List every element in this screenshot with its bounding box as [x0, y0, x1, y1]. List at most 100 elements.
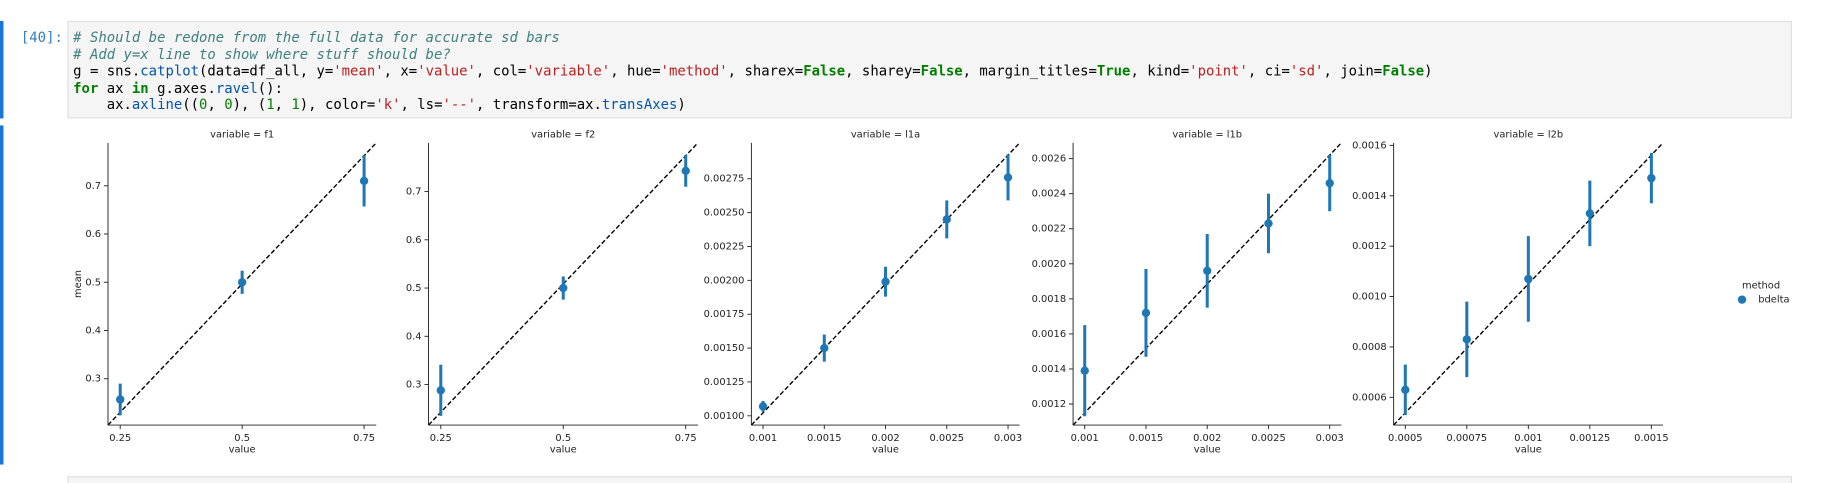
x-tick-label: 0.0005 — [1388, 433, 1422, 444]
point — [1003, 173, 1013, 182]
point — [881, 277, 890, 286]
y-tick-label: 0.7 — [406, 187, 422, 198]
y-tick-label: 0.00175 — [704, 309, 745, 320]
chart-title: variable = l2b — [1494, 130, 1564, 141]
x-tick-label: 0.0015 — [807, 433, 842, 444]
x-tick-label: 0.0015 — [1634, 433, 1669, 444]
reference-line — [1072, 142, 1342, 426]
legend-label: bdelta — [1758, 295, 1789, 306]
reference-line — [107, 142, 377, 426]
code-token: 'point' — [1189, 62, 1248, 80]
point — [1462, 335, 1472, 344]
x-tick-label: 0.0025 — [1251, 433, 1286, 444]
y-tick-label: 0.0018 — [1032, 294, 1067, 305]
y-tick-label: 0.0006 — [1352, 392, 1386, 403]
y-tick-label: 0.00200 — [704, 275, 745, 286]
point — [237, 278, 247, 287]
code-token: 'method' — [660, 62, 728, 80]
code-token: '--' — [442, 96, 477, 114]
x-axis-label: value — [872, 444, 899, 455]
code-token: 'mean' — [333, 62, 384, 80]
point — [1141, 308, 1151, 318]
chart-title: variable = l1a — [851, 130, 920, 141]
x-tick-label: 0.00075 — [1446, 433, 1487, 444]
point — [359, 176, 369, 186]
code-token: # Add y=x line to show where stuff shoul… — [73, 45, 451, 63]
x-tick-label: 0.75 — [675, 433, 697, 444]
x-axis-label: value — [1194, 444, 1221, 455]
code-line: # Add y=x line to show where stuff shoul… — [73, 46, 1791, 63]
y-tick-label: 0.5 — [406, 283, 422, 294]
point — [1203, 266, 1212, 275]
point — [1080, 366, 1089, 375]
y-tick-label: 0.00250 — [704, 208, 745, 219]
y-tick-label: 0.0020 — [1032, 259, 1067, 270]
code-line: g = sns.catplot(data=df_all, y='mean', x… — [73, 62, 1433, 80]
point — [681, 166, 690, 176]
x-tick-label: 0.0015 — [1129, 433, 1164, 444]
x-tick-label: 0.001 — [749, 433, 777, 444]
point — [1401, 385, 1410, 394]
reference-line — [1393, 142, 1664, 426]
next-cell[interactable] — [67, 476, 1792, 483]
chart-title: variable = f2 — [531, 130, 595, 141]
chart-title: variable = l1b — [1172, 130, 1242, 141]
y-tick-label: 0.0016 — [1032, 329, 1067, 340]
code-token: False — [803, 62, 846, 80]
y-tick-label: 0.00225 — [704, 241, 745, 252]
code-token: catplot — [140, 62, 200, 80]
point — [1647, 173, 1656, 183]
code-line: for ax in g.axes.ravel(): — [73, 79, 283, 97]
y-tick-label: 0.0010 — [1352, 292, 1386, 303]
y-tick-label: 0.3 — [85, 374, 101, 385]
code-token: axline — [131, 96, 183, 114]
point — [942, 215, 951, 224]
cell-prompt: [40]: — [20, 29, 63, 46]
code-token: True — [1096, 62, 1131, 80]
x-tick-label: 0.75 — [353, 433, 375, 444]
y-tick-label: 0.4 — [85, 326, 101, 337]
code-token: 'variable' — [526, 62, 611, 80]
code-token: # Should be redone from the full data fo… — [73, 29, 560, 46]
x-tick-label: 0.001 — [1071, 433, 1099, 444]
y-tick-label: 0.6 — [85, 229, 101, 240]
y-tick-label: 0.0022 — [1032, 224, 1067, 235]
y-tick-label: 0.00100 — [704, 411, 745, 422]
point — [436, 386, 445, 395]
reference-line — [750, 142, 1021, 426]
x-tick-label: 0.5 — [555, 433, 571, 444]
code-token: transAxes — [601, 96, 678, 114]
y-tick-label: 0.0014 — [1352, 191, 1386, 202]
x-tick-label: 0.5 — [234, 433, 250, 444]
code-token: ravel — [215, 79, 258, 97]
code-token: False — [1382, 62, 1425, 80]
x-axis-label: value — [229, 444, 256, 455]
y-tick-label: 0.0012 — [1352, 241, 1386, 252]
y-tick-label: 0.00275 — [704, 174, 745, 185]
code-token: False — [920, 62, 963, 80]
y-tick-label: 0.7 — [85, 181, 101, 192]
x-tick-label: 0.003 — [1316, 433, 1344, 444]
x-tick-label: 0.00125 — [1569, 433, 1610, 444]
y-axis-label: mean — [73, 270, 84, 298]
cell-indicator — [0, 20, 4, 119]
chart-title: variable = f1 — [210, 130, 274, 141]
x-tick-label: 0.25 — [109, 433, 131, 444]
output-indicator — [0, 125, 4, 465]
point — [1264, 219, 1273, 228]
code-token: 0 — [199, 96, 208, 114]
code-token: 'sd' — [1289, 62, 1324, 80]
reference-line — [428, 142, 699, 426]
code-token: 1 — [291, 96, 300, 114]
code-token: 1 — [266, 96, 275, 114]
x-axis-label: value — [550, 444, 577, 455]
x-tick-label: 0.002 — [871, 433, 899, 444]
legend-marker — [1737, 295, 1747, 304]
code-token: in — [131, 79, 149, 97]
legend-title: method — [1742, 281, 1780, 292]
code-editor[interactable]: # Should be redone from the full data fo… — [67, 20, 1792, 119]
y-tick-label: 0.4 — [406, 331, 422, 342]
